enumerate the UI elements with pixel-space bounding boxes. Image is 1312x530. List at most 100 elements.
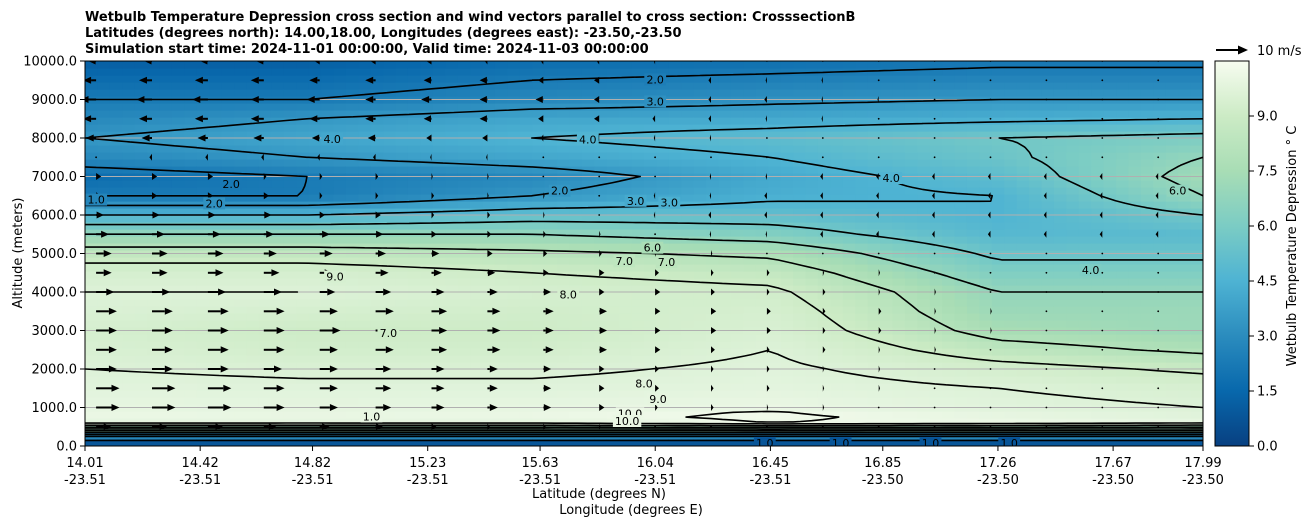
heat-cell bbox=[557, 243, 570, 251]
heat-cell bbox=[135, 229, 148, 237]
heat-cell bbox=[582, 285, 595, 293]
heat-cell bbox=[917, 89, 930, 97]
heat-cell bbox=[607, 299, 620, 307]
heat-cell bbox=[793, 82, 806, 90]
heat-cell bbox=[830, 75, 843, 83]
heat-cell bbox=[135, 411, 148, 419]
heat-cell bbox=[731, 306, 744, 314]
heat-cell bbox=[420, 257, 433, 265]
heat-cell bbox=[979, 320, 992, 328]
heat-cell bbox=[271, 159, 284, 167]
heat-cell bbox=[818, 236, 831, 244]
heat-cell bbox=[632, 124, 645, 132]
heat-cell bbox=[656, 159, 669, 167]
heat-cell bbox=[607, 278, 620, 286]
heat-cell bbox=[296, 292, 309, 300]
heat-cell bbox=[495, 362, 508, 370]
heat-cell bbox=[1029, 271, 1042, 279]
heat-cell bbox=[781, 320, 794, 328]
heat-cell bbox=[122, 236, 135, 244]
heat-cell bbox=[234, 131, 247, 139]
heat-cell bbox=[396, 320, 409, 328]
heat-cell bbox=[122, 292, 135, 300]
heat-cell bbox=[333, 313, 346, 321]
heat-cell bbox=[85, 82, 98, 90]
heat-cell bbox=[383, 411, 396, 419]
heat-cell bbox=[470, 236, 483, 244]
heat-cell bbox=[346, 166, 359, 174]
heat-cell bbox=[979, 418, 992, 426]
heat-cell bbox=[97, 299, 110, 307]
heat-cell bbox=[1004, 257, 1017, 265]
heat-cell bbox=[1116, 208, 1129, 216]
heat-cell bbox=[818, 299, 831, 307]
heat-cell bbox=[868, 369, 881, 377]
heat-cell bbox=[830, 89, 843, 97]
heat-cell bbox=[97, 82, 110, 90]
heat-cell bbox=[246, 215, 259, 223]
heat-cell bbox=[607, 383, 620, 391]
heat-cell bbox=[569, 418, 582, 426]
heat-cell bbox=[992, 152, 1005, 160]
heat-cell bbox=[470, 376, 483, 384]
heat-cell bbox=[1029, 82, 1042, 90]
heat-cell bbox=[333, 306, 346, 314]
heat-cell bbox=[396, 138, 409, 146]
heat-cell bbox=[408, 278, 421, 286]
heat-cell bbox=[917, 152, 930, 160]
heat-cell bbox=[222, 313, 235, 321]
heat-cell bbox=[408, 376, 421, 384]
heat-cell bbox=[669, 313, 682, 321]
heat-cell bbox=[396, 299, 409, 307]
heat-cell bbox=[470, 362, 483, 370]
heat-cell bbox=[1017, 75, 1030, 83]
heat-cell bbox=[756, 138, 769, 146]
heat-cell bbox=[445, 82, 458, 90]
heat-cell bbox=[122, 124, 135, 132]
heat-cell bbox=[1017, 383, 1030, 391]
heat-cell bbox=[532, 236, 545, 244]
heat-cell bbox=[743, 138, 756, 146]
heat-cell bbox=[719, 138, 732, 146]
heat-cell bbox=[520, 138, 533, 146]
heat-cell bbox=[557, 110, 570, 118]
heat-cell bbox=[607, 222, 620, 230]
heat-cell bbox=[135, 390, 148, 398]
heat-cell bbox=[520, 313, 533, 321]
heat-cell bbox=[731, 390, 744, 398]
heat-cell bbox=[892, 390, 905, 398]
heat-cell bbox=[781, 397, 794, 405]
heat-cell bbox=[520, 362, 533, 370]
heat-cell bbox=[781, 166, 794, 174]
heat-cell bbox=[569, 180, 582, 188]
heat-cell bbox=[1128, 320, 1141, 328]
heat-cell bbox=[930, 222, 943, 230]
heat-cell bbox=[408, 75, 421, 83]
heat-cell bbox=[458, 313, 471, 321]
heat-cell bbox=[632, 215, 645, 223]
heat-cell bbox=[892, 159, 905, 167]
heat-cell bbox=[619, 152, 632, 160]
heat-cell bbox=[805, 320, 818, 328]
heat-cell bbox=[1079, 369, 1092, 377]
heat-cell bbox=[396, 313, 409, 321]
heat-cell bbox=[1017, 236, 1030, 244]
heat-cell bbox=[483, 376, 496, 384]
heat-cell bbox=[1054, 75, 1067, 83]
heat-cell bbox=[321, 320, 334, 328]
heat-cell bbox=[420, 362, 433, 370]
heat-cell bbox=[197, 411, 210, 419]
heat-cell bbox=[1066, 145, 1079, 153]
heat-cell bbox=[669, 355, 682, 363]
heat-cell bbox=[1153, 383, 1166, 391]
heat-cell bbox=[619, 89, 632, 97]
heat-cell bbox=[172, 152, 185, 160]
heat-cell bbox=[1042, 236, 1055, 244]
heat-cell bbox=[731, 208, 744, 216]
heat-cell bbox=[222, 82, 235, 90]
heat-cell bbox=[694, 229, 707, 237]
heat-cell bbox=[967, 313, 980, 321]
heat-cell bbox=[868, 61, 881, 69]
heat-cell bbox=[445, 215, 458, 223]
heat-cell bbox=[97, 376, 110, 384]
